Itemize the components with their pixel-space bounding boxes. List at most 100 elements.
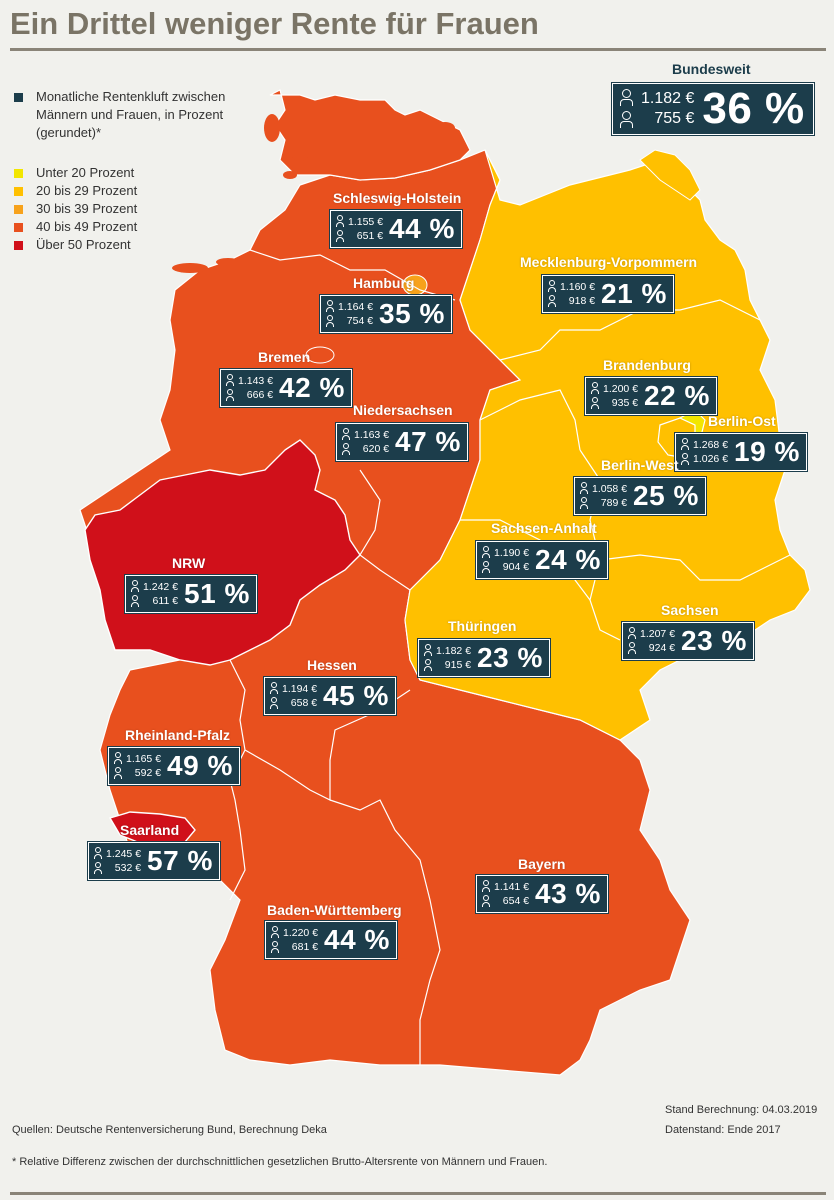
state-men-pension: 1.163 €	[354, 429, 390, 441]
woman-icon	[619, 111, 634, 129]
datenstand: Datenstand: Ende 2017	[665, 1124, 781, 1136]
state-gap-percent: 57 %	[147, 845, 213, 876]
state-men-pension: 1.245 €	[106, 848, 142, 860]
state-gap-percent: 23 %	[681, 625, 747, 656]
state-pension-box: 1.160 € 918 € 21 %	[541, 274, 675, 314]
woman-icon	[225, 389, 235, 402]
federal-box: 1.182 € 755 € 36 %	[611, 82, 815, 136]
state-women-pension: 611 €	[152, 595, 179, 607]
state-gap-percent: 44 %	[389, 213, 455, 244]
map-island-fehmarn	[435, 122, 455, 134]
man-icon	[547, 280, 557, 293]
map-bremen	[305, 346, 335, 364]
state-women-pension: 654 €	[502, 895, 530, 907]
man-icon	[335, 215, 345, 228]
legend-item: Über 50 Prozent	[14, 236, 276, 254]
woman-icon	[269, 697, 279, 710]
woman-icon	[481, 895, 491, 908]
state-gap-percent: 19 %	[734, 436, 800, 467]
state-label: Thüringen	[448, 618, 517, 634]
state-women-pension: 789 €	[600, 497, 628, 509]
state-women-pension: 918 €	[568, 295, 596, 307]
legend-heading-square	[14, 93, 23, 102]
map-island-b	[292, 149, 308, 161]
state-gap-percent: 24 %	[535, 544, 601, 575]
state-label: Berlin-West	[601, 457, 679, 473]
state-pension-box: 1.058 € 789 € 25 %	[573, 476, 707, 516]
woman-icon	[680, 453, 690, 466]
woman-icon	[341, 443, 351, 456]
state-women-pension: 592 €	[134, 767, 162, 779]
state-women-pension: 1.026 €	[693, 453, 729, 465]
state-label: Brandenburg	[603, 357, 691, 373]
sources: Quellen: Deutsche Rentenversicherung Bun…	[12, 1124, 327, 1136]
state-women-pension: 651 €	[356, 230, 384, 242]
legend: Monatliche Rentenkluft zwischen Männern …	[14, 88, 276, 254]
legend-swatch	[14, 223, 23, 232]
woman-icon	[113, 767, 123, 780]
state-men-pension: 1.200 €	[603, 383, 639, 395]
federal-women: 755 €	[654, 110, 695, 127]
state-label: Hessen	[307, 657, 357, 673]
state-gap-percent: 47 %	[395, 426, 461, 457]
state-label: Niedersachsen	[353, 402, 453, 418]
state-men-pension: 1.165 €	[126, 753, 162, 765]
man-icon	[325, 300, 335, 313]
state-pension-box: 1.194 € 658 € 45 %	[263, 676, 397, 716]
man-icon	[627, 627, 637, 640]
man-icon	[113, 752, 123, 765]
state-women-pension: 904 €	[502, 561, 530, 573]
state-men-pension: 1.207 €	[640, 628, 676, 640]
state-label: Hamburg	[353, 275, 415, 291]
state-men-pension: 1.143 €	[238, 375, 274, 387]
legend-item-label: Über 50 Prozent	[36, 237, 131, 252]
federal-gap: 36 %	[702, 84, 805, 133]
footnote: * Relative Differenz zwischen der durchs…	[12, 1156, 548, 1168]
state-women-pension: 924 €	[648, 642, 676, 654]
state-label: NRW	[172, 555, 206, 571]
state-gap-percent: 44 %	[324, 924, 390, 955]
woman-icon	[579, 497, 589, 510]
state-pension-box: 1.200 € 935 € 22 %	[584, 376, 718, 416]
state-men-pension: 1.058 €	[592, 483, 628, 495]
state-label: Bayern	[518, 856, 566, 872]
legend-item: 30 bis 39 Prozent	[14, 200, 276, 218]
state-pension-box: 1.163 € 620 € 47 %	[335, 422, 469, 462]
state-gap-percent: 22 %	[644, 380, 710, 411]
legend-item-label: 40 bis 49 Prozent	[36, 219, 138, 234]
map-ruegen	[639, 149, 701, 201]
man-icon	[269, 682, 279, 695]
map-island-a	[264, 114, 280, 142]
state-label: Rheinland-Pfalz	[125, 727, 231, 743]
woman-icon	[93, 862, 103, 875]
state-label: Bremen	[258, 349, 311, 365]
legend-swatch	[14, 187, 23, 196]
state-gap-percent: 51 %	[184, 578, 250, 609]
state-pension-box: 1.207 € 924 € 23 %	[621, 621, 755, 661]
page-title: Ein Drittel weniger Rente für Frauen	[10, 6, 539, 41]
legend-swatch	[14, 169, 23, 178]
state-pension-box: 1.165 € 592 € 49 %	[107, 746, 241, 786]
map-island-d	[172, 263, 208, 273]
state-men-pension: 1.268 €	[693, 439, 729, 451]
man-icon	[341, 428, 351, 441]
state-gap-percent: 45 %	[323, 680, 389, 711]
woman-icon	[481, 561, 491, 574]
legend-item-label: 20 bis 29 Prozent	[36, 183, 138, 198]
man-icon	[93, 847, 103, 860]
woman-icon	[547, 295, 557, 308]
state-gap-percent: 43 %	[535, 878, 601, 909]
state-pension-box: 1.164 € 754 € 35 %	[319, 294, 453, 334]
state-women-pension: 666 €	[246, 389, 274, 401]
map-island-e	[216, 258, 240, 266]
woman-icon	[335, 230, 345, 243]
man-icon	[225, 374, 235, 387]
state-pension-box: 1.143 € 666 € 42 %	[219, 368, 353, 408]
woman-icon	[627, 642, 637, 655]
map-saarland	[108, 811, 196, 846]
man-icon	[579, 482, 589, 495]
state-men-pension: 1.220 €	[283, 927, 319, 939]
state-women-pension: 681 €	[291, 941, 319, 953]
state-men-pension: 1.194 €	[282, 683, 318, 695]
state-gap-percent: 25 %	[633, 480, 699, 511]
